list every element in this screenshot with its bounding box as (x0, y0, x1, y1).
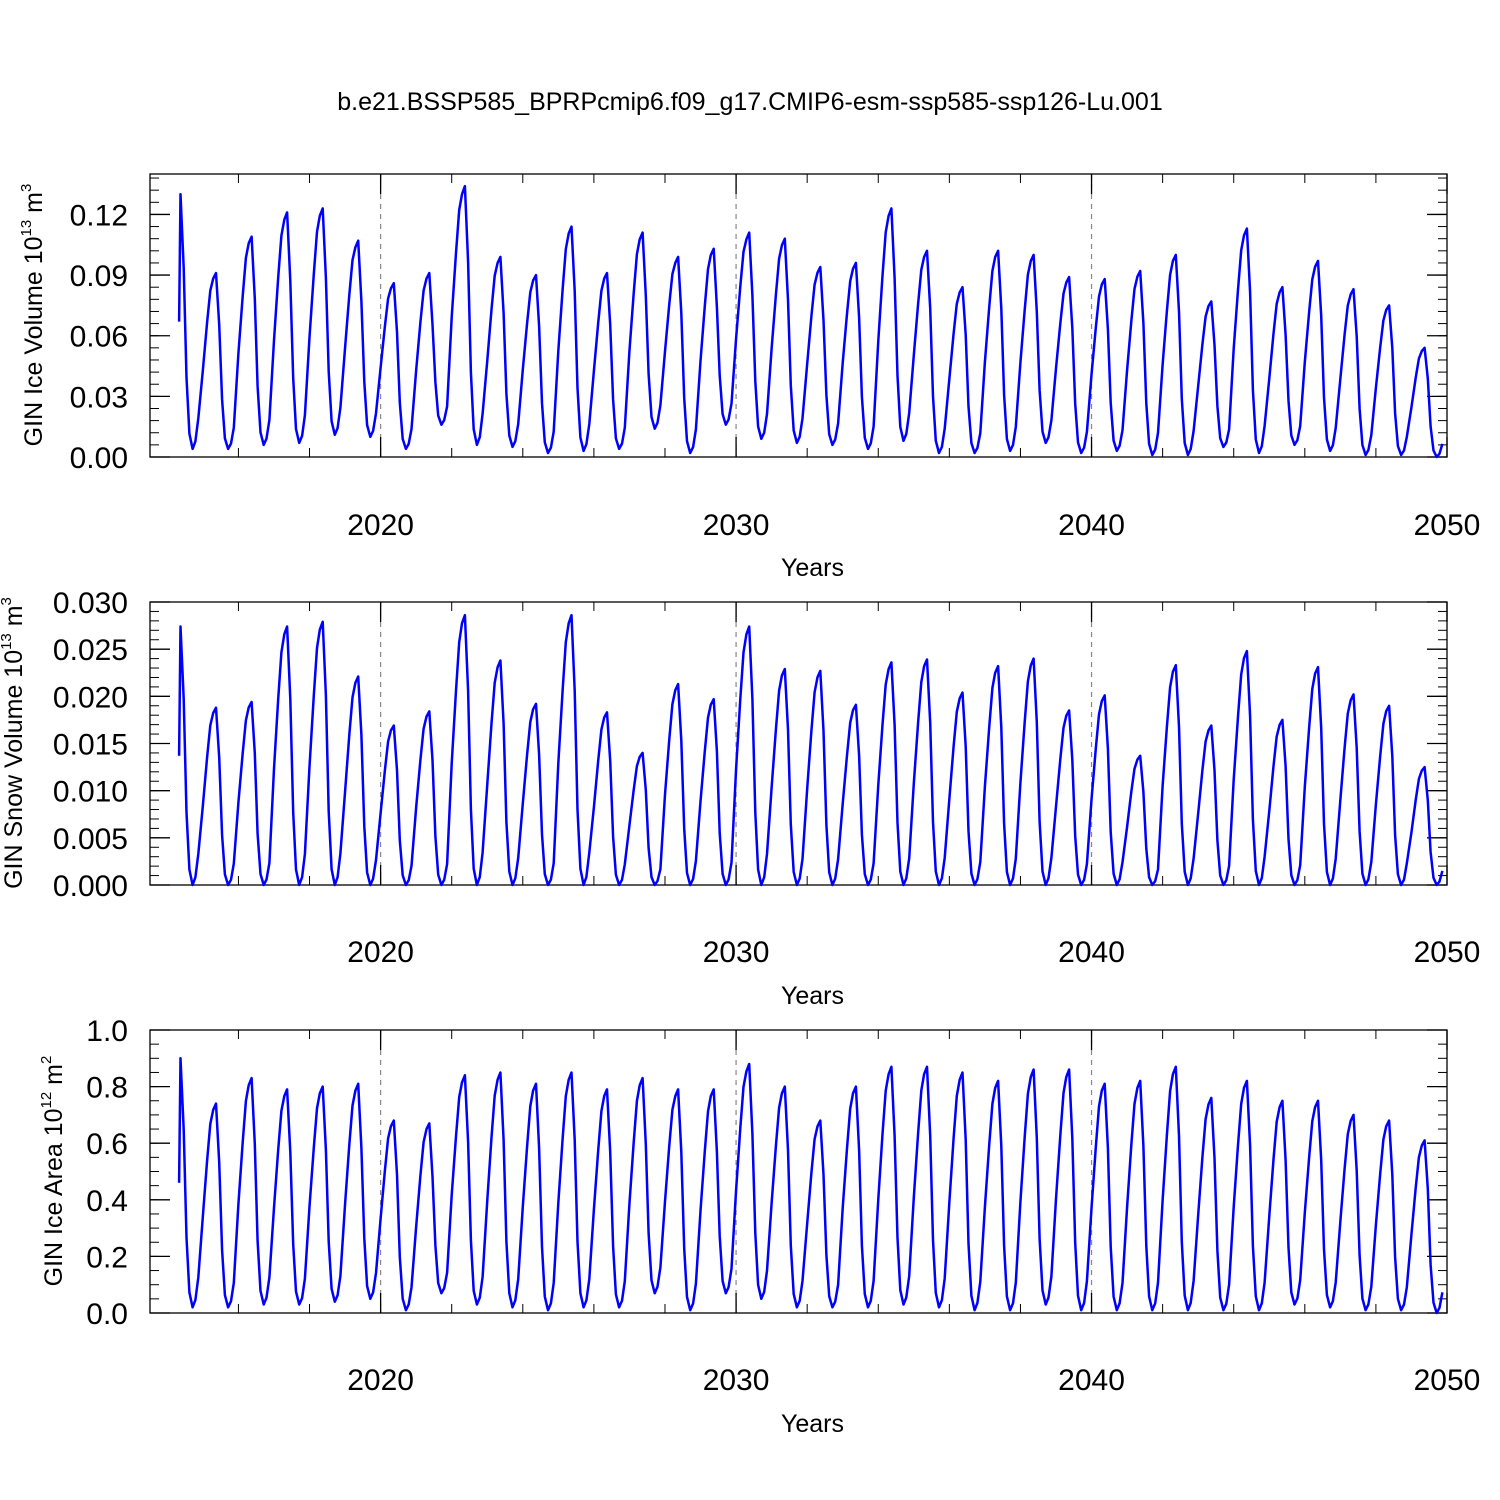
y-tick-label: 0.005 (53, 823, 128, 856)
y-tick-label: 0.015 (53, 729, 128, 762)
y-tick-label: 0.00 (70, 442, 128, 475)
x-tick-label: 2050 (1414, 936, 1481, 969)
y-tick-label: 0.12 (70, 199, 128, 232)
x-tick-label: 2030 (703, 936, 770, 969)
x-axis-label: Years (781, 1410, 844, 1438)
y-tick-label: 0.09 (70, 260, 128, 293)
panel-snow-volume: 0.000 0.005 0.010 0.015 0.020 0.025 0.030 2020 2… (0, 587, 1480, 1010)
y-tick-label: 0.010 (53, 776, 128, 809)
x-axis-label: Years (781, 982, 844, 1010)
y-tick-label: 0.06 (70, 321, 128, 354)
y-tick-label: 0.000 (53, 870, 128, 903)
y-tick-label: 0.6 (86, 1128, 128, 1161)
x-tick-label: 2040 (1058, 936, 1125, 969)
x-tick-label: 2030 (703, 509, 770, 542)
y-tick-label: 0.03 (70, 381, 128, 414)
y-tick-label: 0.8 (86, 1072, 128, 1105)
x-axis-label: Years (781, 554, 844, 582)
y-tick-label: 0.030 (53, 587, 128, 620)
x-tick-label: 2020 (347, 509, 414, 542)
x-tick-label: 2050 (1414, 1364, 1481, 1397)
x-tick-label: 2050 (1414, 509, 1481, 542)
panel-ice-area: 0.0 0.2 0.4 0.6 0.8 1.0 2020 2030 2040 2050 Years G… (38, 1015, 1480, 1438)
plot-frame (149, 173, 1448, 458)
y-tick-label: 0.2 (86, 1241, 128, 1274)
y-tick-label: 0.4 (86, 1185, 128, 1218)
y-axis-label: GIN Ice Volume 1013 m3 (18, 184, 48, 447)
y-axis-label: GIN Snow Volume 1013 m3 (0, 597, 28, 889)
y-tick-label: 0.025 (53, 634, 128, 667)
y-tick-label: 1.0 (86, 1015, 128, 1048)
plot-frame (149, 601, 1448, 886)
x-tick-label: 2040 (1058, 1364, 1125, 1397)
x-tick-label: 2020 (347, 936, 414, 969)
x-tick-label: 2020 (347, 1364, 414, 1397)
y-tick-label: 0.020 (53, 681, 128, 714)
y-tick-label: 0.0 (86, 1298, 128, 1331)
y-axis-label: GIN Ice Area 1012 m2 (38, 1056, 68, 1287)
series-line-snow-volume (177, 613, 1444, 887)
plot-frame (149, 1029, 1448, 1314)
x-tick-label: 2040 (1058, 509, 1125, 542)
series-line-ice-volume (177, 184, 1444, 459)
figure-title: b.e21.BSSP585_BPRPcmip6.f09_g17.CMIP6-es… (337, 88, 1162, 116)
x-tick-label: 2030 (703, 1364, 770, 1397)
series-line-ice-area (177, 1057, 1444, 1315)
panel-ice-volume: 0.00 0.03 0.06 0.09 0.12 2020 2030 2040 2050 Year… (18, 173, 1481, 582)
